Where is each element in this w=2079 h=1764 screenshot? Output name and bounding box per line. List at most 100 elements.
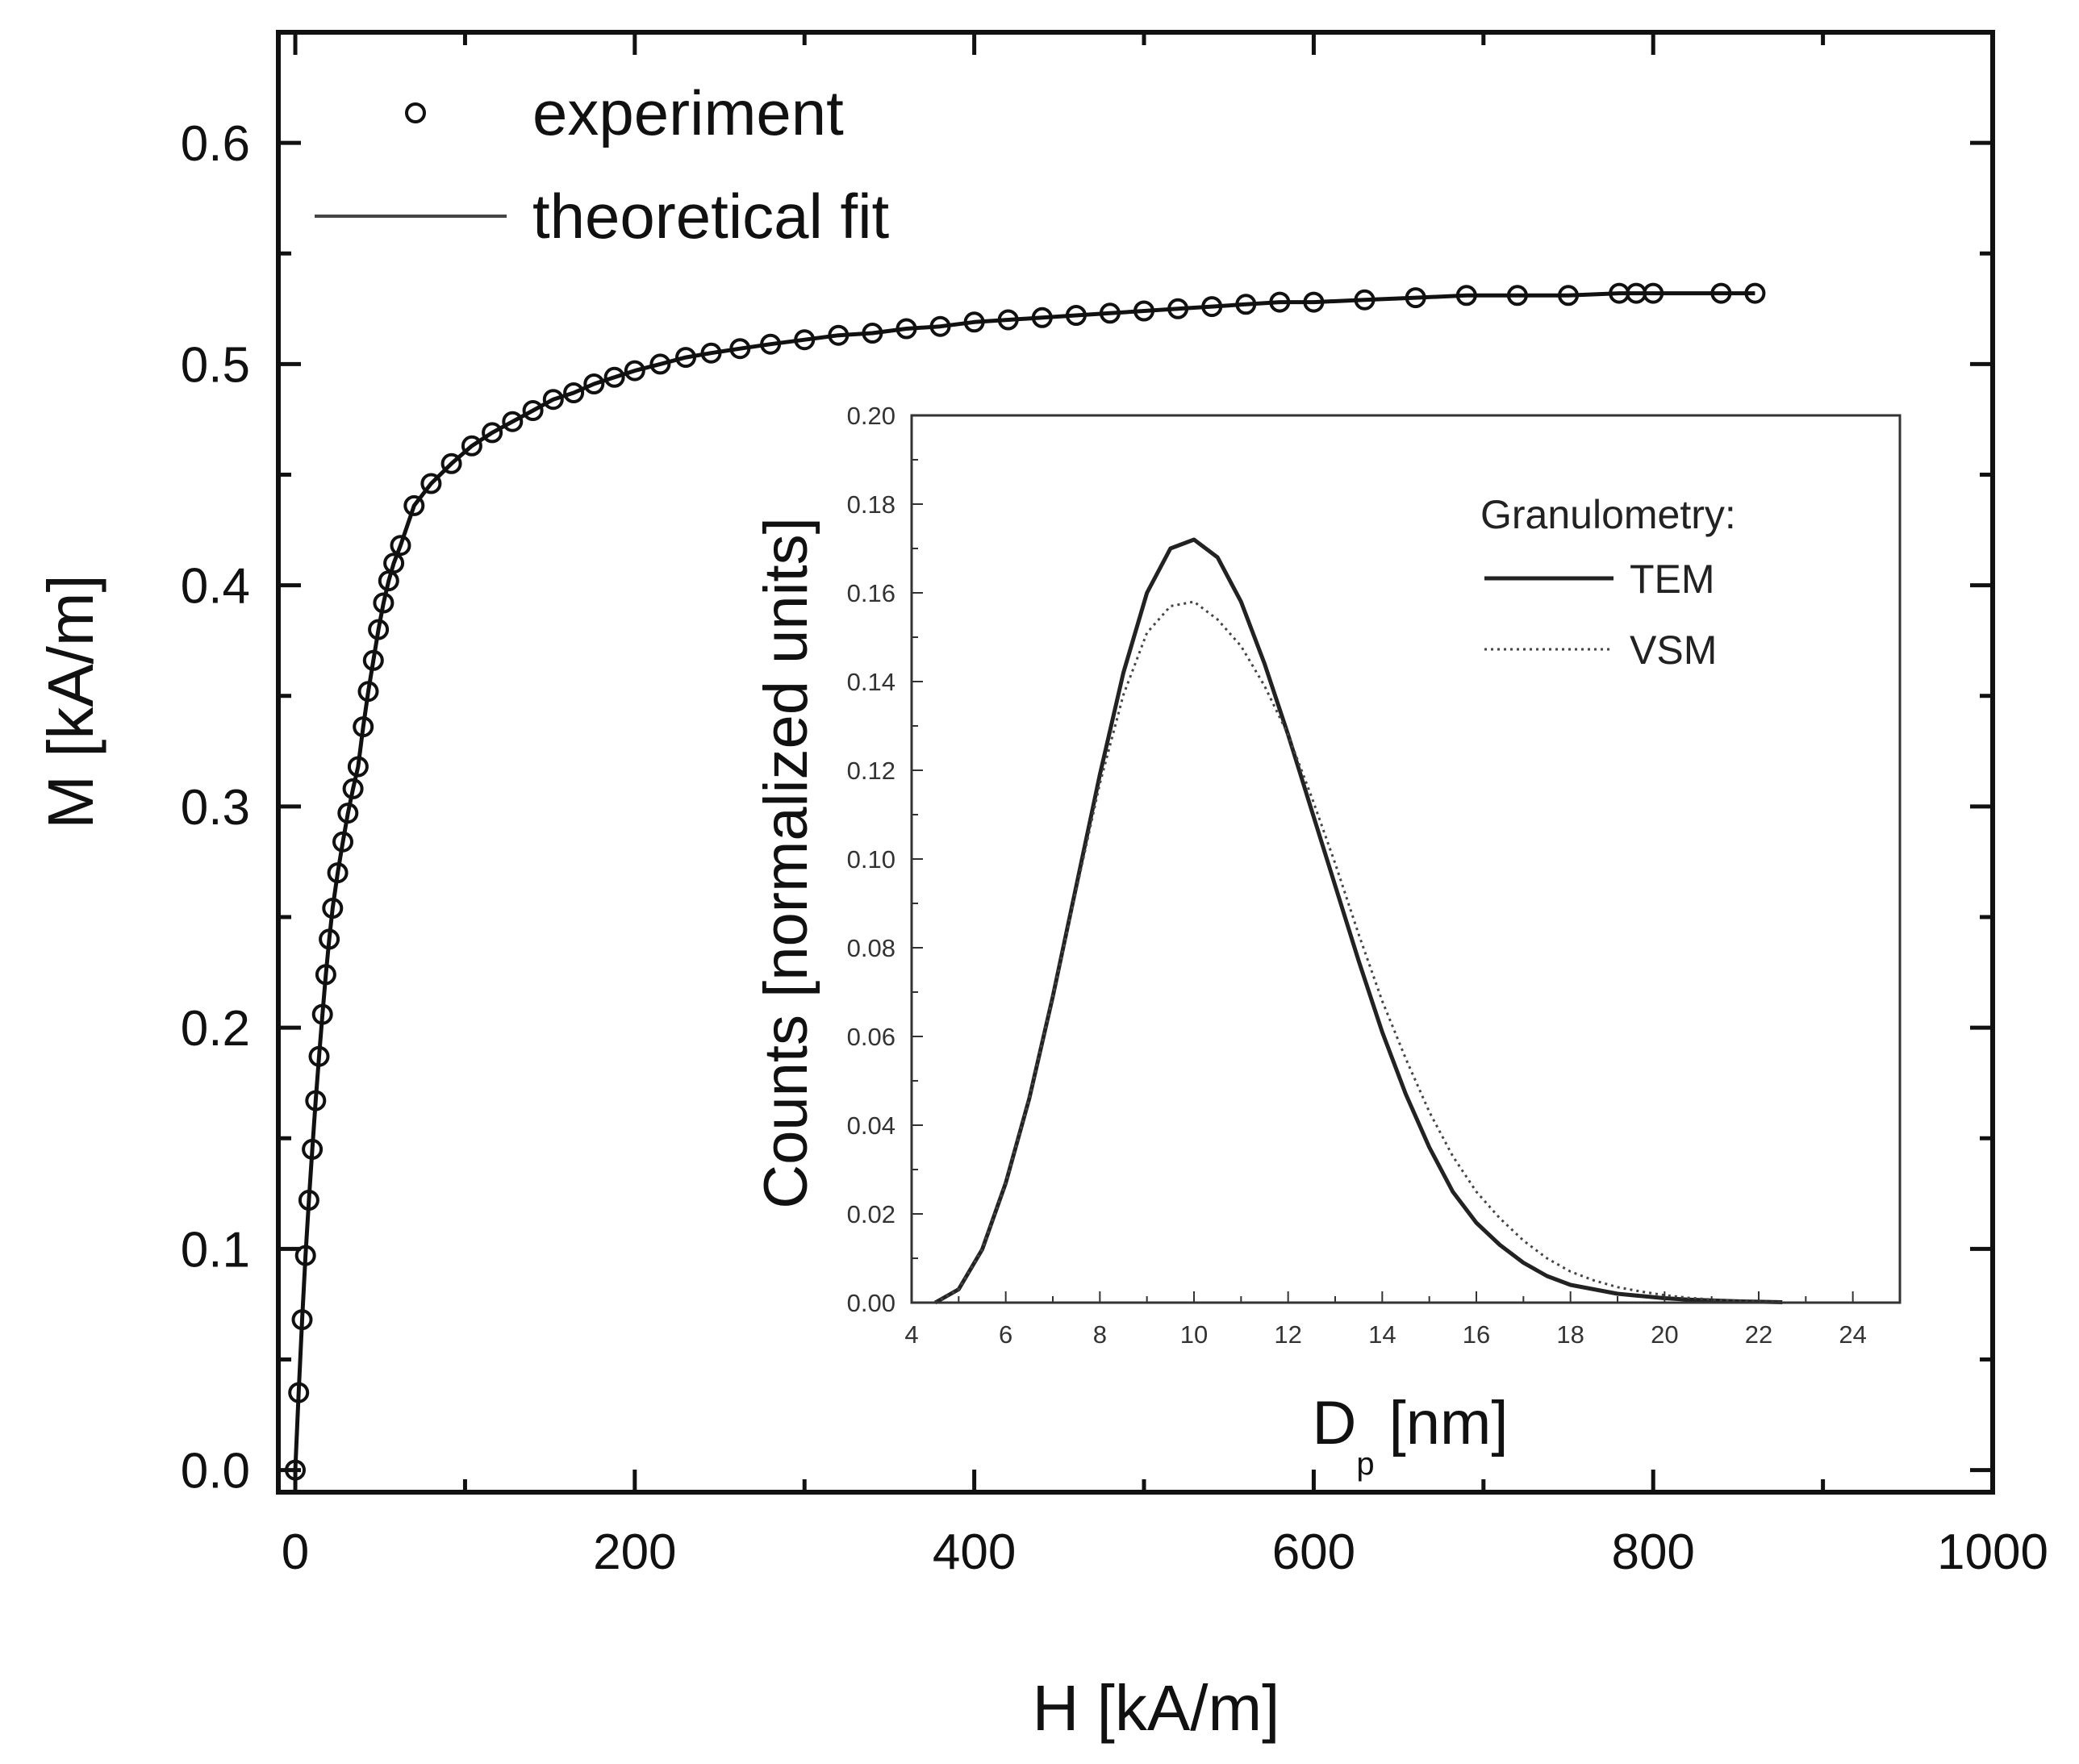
experiment-point: [760, 333, 782, 355]
experiment-point: [347, 756, 369, 778]
experiment-point: [929, 315, 951, 337]
experiment-point: [337, 803, 359, 824]
experiment-point: [342, 778, 364, 799]
experiment-point: [649, 353, 671, 375]
y-tick-label: 0.3: [181, 780, 250, 836]
inset-y-tick-label: 0.00: [847, 1289, 895, 1317]
x-tick-label: 600: [1272, 1524, 1355, 1580]
experiment-point: [1133, 300, 1154, 322]
experiment-point: [1269, 291, 1291, 313]
experiment-point: [502, 411, 524, 432]
experiment-point: [1354, 289, 1376, 311]
experiment-point: [729, 338, 751, 360]
main-x-axis-title: H [kA/m]: [1033, 1672, 1280, 1744]
experiment-point: [357, 681, 379, 703]
inset-background: [912, 415, 1900, 1303]
vsm-curve: [934, 600, 1783, 1304]
experiment-point: [1405, 287, 1426, 309]
inset-x-axis-symbol: D: [1313, 1389, 1357, 1457]
inset-y-tick-label: 0.02: [847, 1200, 895, 1228]
inset-y-tick-label: 0.18: [847, 490, 895, 519]
experiment-point: [390, 535, 411, 557]
y-tick-label: 0.0: [181, 1444, 250, 1499]
experiment-point: [700, 342, 722, 364]
experiment-point: [308, 1045, 330, 1067]
experiment-point: [862, 323, 883, 344]
experiment-point: [895, 318, 917, 340]
experiment-point: [963, 311, 985, 333]
y-tick-label: 0.4: [181, 559, 250, 615]
legend-experiment-label: experiment: [532, 77, 844, 148]
main-y-axis-title: M [kA/m]: [35, 574, 106, 829]
experiment-point: [1235, 294, 1257, 315]
main-marks: [285, 282, 1766, 1481]
experiment-point: [828, 324, 850, 346]
experiment-point: [362, 649, 384, 671]
y-tick-label: 0.1: [181, 1222, 250, 1278]
y-tick-label: 0.5: [181, 337, 250, 393]
theoretical-fit-line: [293, 291, 1755, 1470]
experiment-point: [603, 366, 625, 388]
experiment-point: [1201, 296, 1223, 318]
experiment-point: [311, 1003, 333, 1025]
tem-curve: [933, 537, 1783, 1305]
legend-vsm-label: VSM: [1630, 628, 1717, 673]
experiment-point: [482, 422, 503, 444]
inset-y-tick-label: 0.14: [847, 668, 895, 696]
x-tick-label: 0: [282, 1524, 309, 1580]
inset-y-tick-label: 0.04: [847, 1111, 895, 1140]
experiment-point: [522, 400, 544, 421]
inset-y-tick-label: 0.20: [847, 402, 895, 430]
inset-y-axis-title: Counts [normalized units]: [752, 517, 820, 1209]
experiment-point: [327, 862, 349, 884]
inset-legend-title: Granulometry:: [1480, 492, 1736, 537]
inset-x-axis-unit: [nm]: [1389, 1389, 1509, 1457]
experiment-point: [1303, 291, 1325, 313]
inset-y-tick-label: 0.10: [847, 845, 895, 874]
experiment-point: [542, 389, 564, 411]
experiment-point: [675, 347, 696, 369]
experiment-point: [1643, 282, 1664, 304]
x-tick-label: 200: [593, 1524, 676, 1580]
y-tick-label: 0.2: [181, 1001, 250, 1057]
inset-x-tick-label: 8: [1093, 1320, 1107, 1349]
inset-marks: [933, 537, 1783, 1305]
experiment-point: [420, 473, 442, 494]
inset-y-tick-label: 0.16: [847, 579, 895, 607]
inset-x-tick-label: 22: [1745, 1320, 1772, 1349]
experiment-point: [368, 619, 390, 640]
x-tick-label: 800: [1611, 1524, 1694, 1580]
experiment-point: [1710, 282, 1732, 304]
experiment-point: [1099, 302, 1121, 324]
experiment-point: [583, 373, 605, 394]
experiment-point: [1506, 285, 1528, 307]
experiment-point: [319, 928, 340, 950]
inset-legend: Granulometry: TEM VSM: [1480, 492, 1736, 673]
x-tick-label: 1000: [1937, 1524, 2048, 1580]
main-legend: experiment theoretical fit: [315, 77, 890, 252]
inset-tick-labels: 4 6 8 10 12 14 16 18 20 22 24 0.00 0.02 0.04 0.06 0.08 0…: [847, 402, 1867, 1349]
experiment-point: [997, 309, 1019, 331]
inset-x-tick-label: 18: [1556, 1320, 1584, 1349]
experiment-point: [291, 1309, 313, 1331]
y-tick-label: 0.6: [181, 116, 250, 172]
experiment-point: [305, 1090, 327, 1111]
x-tick-label: 400: [933, 1524, 1016, 1580]
experiment-point: [461, 435, 482, 457]
experiment-point: [794, 329, 816, 351]
experiment-point: [294, 1245, 316, 1266]
legend-tem-label: TEM: [1630, 557, 1715, 602]
experiment-point: [1065, 305, 1087, 326]
main-tick-labels: 0 200 400 600 800 1000 0.0 0.1 0.2 0.3 0.4 0.5 0.6: [181, 116, 2048, 1580]
experiment-point: [624, 360, 645, 382]
legend-experiment-marker: [405, 102, 426, 123]
inset-x-tick-label: 14: [1368, 1320, 1396, 1349]
main-ticks: [278, 30, 1995, 1492]
experiment-point: [353, 716, 374, 738]
experiment-point: [1167, 298, 1189, 319]
experiment-point: [322, 898, 344, 919]
inset-x-tick-label: 12: [1274, 1320, 1301, 1349]
main-plot: 0 200 400 600 800 1000 0.0 0.1 0.2 0.3 0.4 0.5 0.6 H…: [35, 30, 2048, 1744]
experiment-point: [298, 1190, 319, 1211]
